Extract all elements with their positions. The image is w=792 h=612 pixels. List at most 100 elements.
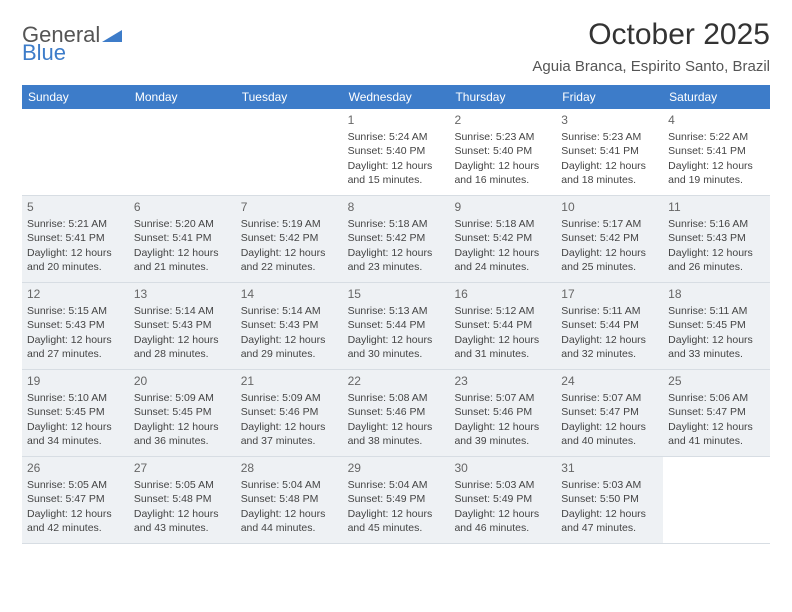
daylight-text: Daylight: 12 hours and 45 minutes. [348, 507, 446, 535]
day-cell: 2Sunrise: 5:23 AMSunset: 5:40 PMDaylight… [449, 109, 556, 195]
sunrise-text: Sunrise: 5:18 AM [348, 217, 446, 231]
day-cell: 13Sunrise: 5:14 AMSunset: 5:43 PMDayligh… [129, 283, 236, 369]
day-cell: 18Sunrise: 5:11 AMSunset: 5:45 PMDayligh… [663, 283, 770, 369]
day-number: 30 [454, 460, 552, 476]
day-number: 1 [348, 112, 446, 128]
day-number: 29 [348, 460, 446, 476]
sunset-text: Sunset: 5:47 PM [27, 492, 125, 506]
dow-cell: Sunday [22, 85, 129, 109]
day-cell: 30Sunrise: 5:03 AMSunset: 5:49 PMDayligh… [449, 457, 556, 543]
day-cell: 3Sunrise: 5:23 AMSunset: 5:41 PMDaylight… [556, 109, 663, 195]
day-number: 15 [348, 286, 446, 302]
sunrise-text: Sunrise: 5:04 AM [348, 478, 446, 492]
sunset-text: Sunset: 5:48 PM [134, 492, 232, 506]
sunset-text: Sunset: 5:45 PM [134, 405, 232, 419]
sunrise-text: Sunrise: 5:05 AM [134, 478, 232, 492]
dow-cell: Wednesday [343, 85, 450, 109]
day-cell: 28Sunrise: 5:04 AMSunset: 5:48 PMDayligh… [236, 457, 343, 543]
day-number: 7 [241, 199, 339, 215]
daylight-text: Daylight: 12 hours and 37 minutes. [241, 420, 339, 448]
day-number: 9 [454, 199, 552, 215]
day-cell: 15Sunrise: 5:13 AMSunset: 5:44 PMDayligh… [343, 283, 450, 369]
sunset-text: Sunset: 5:42 PM [241, 231, 339, 245]
sunset-text: Sunset: 5:43 PM [27, 318, 125, 332]
sunrise-text: Sunrise: 5:24 AM [348, 130, 446, 144]
sunset-text: Sunset: 5:42 PM [454, 231, 552, 245]
day-cell: 6Sunrise: 5:20 AMSunset: 5:41 PMDaylight… [129, 196, 236, 282]
day-number: 3 [561, 112, 659, 128]
sunrise-text: Sunrise: 5:12 AM [454, 304, 552, 318]
day-cell: 5Sunrise: 5:21 AMSunset: 5:41 PMDaylight… [22, 196, 129, 282]
daylight-text: Daylight: 12 hours and 43 minutes. [134, 507, 232, 535]
day-number: 31 [561, 460, 659, 476]
sunrise-text: Sunrise: 5:09 AM [134, 391, 232, 405]
day-number: 4 [668, 112, 766, 128]
day-cell: 17Sunrise: 5:11 AMSunset: 5:44 PMDayligh… [556, 283, 663, 369]
sunset-text: Sunset: 5:43 PM [241, 318, 339, 332]
sunrise-text: Sunrise: 5:07 AM [454, 391, 552, 405]
sunset-text: Sunset: 5:40 PM [454, 144, 552, 158]
sunset-text: Sunset: 5:47 PM [668, 405, 766, 419]
day-cell: 22Sunrise: 5:08 AMSunset: 5:46 PMDayligh… [343, 370, 450, 456]
day-number: 21 [241, 373, 339, 389]
day-cell [236, 109, 343, 195]
sunset-text: Sunset: 5:47 PM [561, 405, 659, 419]
day-number: 18 [668, 286, 766, 302]
daylight-text: Daylight: 12 hours and 23 minutes. [348, 246, 446, 274]
day-cell: 1Sunrise: 5:24 AMSunset: 5:40 PMDaylight… [343, 109, 450, 195]
sunset-text: Sunset: 5:41 PM [134, 231, 232, 245]
day-cell: 9Sunrise: 5:18 AMSunset: 5:42 PMDaylight… [449, 196, 556, 282]
daylight-text: Daylight: 12 hours and 20 minutes. [27, 246, 125, 274]
sunrise-text: Sunrise: 5:06 AM [668, 391, 766, 405]
day-number: 14 [241, 286, 339, 302]
day-cell: 21 Sunrise: 5:09 AMSunset: 5:46 PMDayligh… [236, 370, 343, 456]
day-cell: 27Sunrise: 5:05 AMSunset: 5:48 PMDayligh… [129, 457, 236, 543]
day-cell: 24Sunrise: 5:07 AMSunset: 5:47 PMDayligh… [556, 370, 663, 456]
dow-header-row: SundayMondayTuesdayWednesdayThursdayFrid… [22, 85, 770, 109]
sunset-text: Sunset: 5:46 PM [241, 405, 339, 419]
day-number: 12 [27, 286, 125, 302]
sunset-text: Sunset: 5:45 PM [668, 318, 766, 332]
logo-text-blue: Blue [22, 40, 66, 65]
daylight-text: Daylight: 12 hours and 15 minutes. [348, 159, 446, 187]
day-cell: 7Sunrise: 5:19 AMSunset: 5:42 PMDaylight… [236, 196, 343, 282]
week-row: 26Sunrise: 5:05 AMSunset: 5:47 PMDayligh… [22, 457, 770, 544]
sunrise-text: Sunrise: 5:09 AM [241, 391, 339, 405]
sunrise-text: Sunrise: 5:17 AM [561, 217, 659, 231]
logo-triangle-icon [102, 28, 122, 42]
day-number: 2 [454, 112, 552, 128]
day-number: 6 [134, 199, 232, 215]
daylight-text: Daylight: 12 hours and 40 minutes. [561, 420, 659, 448]
day-number [241, 112, 339, 128]
day-number [668, 460, 766, 476]
dow-cell: Friday [556, 85, 663, 109]
daylight-text: Daylight: 12 hours and 16 minutes. [454, 159, 552, 187]
day-cell: 14Sunrise: 5:14 AMSunset: 5:43 PMDayligh… [236, 283, 343, 369]
sunset-text: Sunset: 5:46 PM [454, 405, 552, 419]
week-row: 12Sunrise: 5:15 AMSunset: 5:43 PMDayligh… [22, 283, 770, 370]
day-number: 24 [561, 373, 659, 389]
daylight-text: Daylight: 12 hours and 21 minutes. [134, 246, 232, 274]
day-cell: 10Sunrise: 5:17 AMSunset: 5:42 PMDayligh… [556, 196, 663, 282]
daylight-text: Daylight: 12 hours and 25 minutes. [561, 246, 659, 274]
day-number [27, 112, 125, 128]
day-cell [663, 457, 770, 543]
day-cell: 12 Sunrise: 5:15 AMSunset: 5:43 PMDayligh… [22, 283, 129, 369]
sunset-text: Sunset: 5:44 PM [561, 318, 659, 332]
sunrise-text: Sunrise: 5:22 AM [668, 130, 766, 144]
daylight-text: Daylight: 12 hours and 32 minutes. [561, 333, 659, 361]
day-cell: 23Sunrise: 5:07 AMSunset: 5:46 PMDayligh… [449, 370, 556, 456]
day-number: 5 [27, 199, 125, 215]
daylight-text: Daylight: 12 hours and 44 minutes. [241, 507, 339, 535]
sunset-text: Sunset: 5:42 PM [561, 231, 659, 245]
sunrise-text: Sunrise: 5:05 AM [27, 478, 125, 492]
day-number: 28 [241, 460, 339, 476]
dow-cell: Thursday [449, 85, 556, 109]
sunrise-text: Sunrise: 5:11 AM [561, 304, 659, 318]
day-cell [129, 109, 236, 195]
dow-cell: Saturday [663, 85, 770, 109]
sunrise-text: Sunrise: 5:15 AM [27, 304, 125, 318]
day-cell: 26Sunrise: 5:05 AMSunset: 5:47 PMDayligh… [22, 457, 129, 543]
daylight-text: Daylight: 12 hours and 27 minutes. [27, 333, 125, 361]
sunrise-text: Sunrise: 5:16 AM [668, 217, 766, 231]
